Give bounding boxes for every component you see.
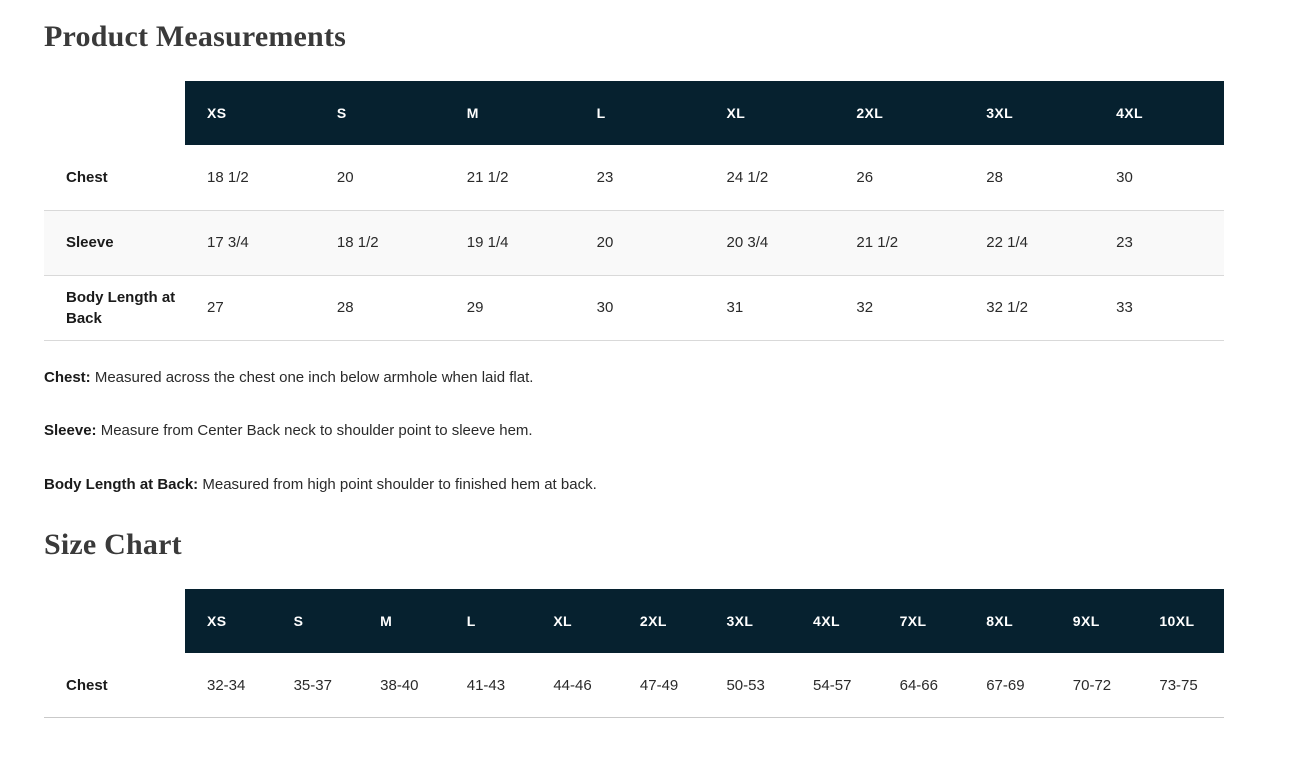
product-measurements-section: Product Measurements XS S M L XL 2XL 3XL… — [44, 20, 1224, 496]
size-column-header: XS — [185, 588, 272, 653]
note-text: Measured across the chest one inch below… — [94, 368, 534, 386]
measurement-cell: 32 1/2 — [964, 275, 1095, 341]
size-header-row: XS S M L XL 2XL 3XL 4XL 7XL 8XL 9XL 10XL — [44, 588, 1224, 653]
measurement-cell: 19 1/4 — [444, 210, 575, 276]
measurement-cell: 38-40 — [358, 652, 445, 719]
table-row-sleeve: Sleeve 17 3/4 18 1/2 19 1/4 20 20 3/4 21… — [44, 210, 1224, 276]
size-column-header: S — [271, 588, 359, 653]
size-column-header: 7XL — [877, 588, 965, 653]
measurement-cell: 20 — [314, 145, 445, 211]
measurement-cell: 64-66 — [877, 652, 965, 719]
size-column-header: 8XL — [964, 588, 1051, 653]
size-column-header: XS — [185, 81, 315, 145]
measurement-cell: 31 — [704, 275, 835, 341]
size-column-header: 4XL — [1094, 81, 1224, 145]
measurement-cell: 26 — [834, 145, 965, 211]
table-row-chest: Chest 32-34 35-37 38-40 41-43 44-46 47-4… — [44, 652, 1224, 719]
size-column-header: 4XL — [791, 588, 878, 653]
size-chart-section: Size Chart XS S M L XL 2XL 3XL 4XL 7XL — [44, 528, 1224, 719]
measurement-note-body-length: Body Length at Back: Measured from high … — [44, 474, 1224, 496]
row-label: Body Length at Back — [44, 275, 185, 341]
note-text: Measured from high point shoulder to fin… — [202, 476, 597, 493]
size-column-header: 2XL — [617, 588, 705, 653]
label-column-header — [44, 81, 185, 145]
size-column-header: M — [444, 81, 575, 145]
measurement-cell: 47-49 — [617, 652, 705, 719]
measurement-cell: 24 1/2 — [704, 145, 835, 211]
size-column-header: S — [314, 81, 445, 145]
measurement-cell: 21 1/2 — [834, 210, 965, 276]
measurement-cell: 44-46 — [531, 652, 618, 719]
row-label: Chest — [44, 652, 185, 719]
measurement-cell: 32-34 — [185, 652, 272, 719]
measurement-cell: 73-75 — [1137, 652, 1224, 719]
size-column-header: 3XL — [704, 588, 792, 653]
size-column-header: XL — [531, 588, 618, 653]
measurement-cell: 18 1/2 — [185, 145, 315, 211]
size-column-header: L — [574, 81, 705, 145]
size-column-header: 2XL — [834, 81, 965, 145]
note-text: Measure from Center Back neck to shoulde… — [100, 422, 533, 440]
measurement-cell: 35-37 — [271, 652, 359, 719]
size-column-header: L — [444, 588, 532, 653]
measurement-cell: 20 — [574, 210, 705, 276]
size-column-header: 10XL — [1137, 588, 1224, 653]
measurement-cell: 28 — [964, 145, 1095, 211]
measurement-cell: 33 — [1094, 275, 1224, 341]
product-measurements-table: XS S M L XL 2XL 3XL 4XL Chest 18 1/2 20 … — [44, 81, 1224, 341]
measurement-cell: 18 1/2 — [314, 210, 445, 276]
measurement-cell: 27 — [185, 275, 315, 341]
measurement-cell: 22 1/4 — [964, 210, 1095, 276]
size-column-header: XL — [704, 81, 835, 145]
measurement-cell: 67-69 — [964, 652, 1051, 719]
label-column-header — [44, 589, 185, 653]
measurement-cell: 70-72 — [1050, 652, 1138, 719]
size-column-header: 9XL — [1050, 588, 1138, 653]
row-label: Chest — [44, 145, 185, 211]
note-term: Sleeve: — [44, 422, 97, 440]
size-chart-table: XS S M L XL 2XL 3XL 4XL 7XL 8XL 9XL 10XL… — [44, 588, 1224, 719]
note-term: Body Length at Back: — [44, 476, 199, 493]
measurement-cell: 23 — [574, 145, 705, 211]
size-chart-title: Size Chart — [44, 527, 182, 561]
row-label: Sleeve — [44, 210, 185, 276]
table-row-chest: Chest 18 1/2 20 21 1/2 23 24 1/2 26 28 3… — [44, 145, 1224, 211]
measurement-cell: 21 1/2 — [444, 145, 575, 211]
measurement-cell: 17 3/4 — [185, 210, 315, 276]
measurement-note-chest: Chest: Measured across the chest one inc… — [44, 367, 1224, 389]
measurement-cell: 28 — [314, 275, 445, 341]
measurement-cell: 29 — [444, 275, 575, 341]
measurement-cell: 30 — [1094, 145, 1224, 211]
note-term: Chest: — [44, 368, 91, 386]
measurement-cell: 54-57 — [791, 652, 878, 719]
measurement-cell: 20 3/4 — [704, 210, 835, 276]
measurement-cell: 23 — [1094, 210, 1224, 276]
measurement-cell: 32 — [834, 275, 965, 341]
product-measurements-title: Product Measurements — [44, 20, 347, 53]
table-row-body-length: Body Length at Back 27 28 29 30 31 32 32… — [44, 275, 1224, 341]
measurement-note-sleeve: Sleeve: Measure from Center Back neck to… — [44, 420, 1224, 442]
size-header-row: XS S M L XL 2XL 3XL 4XL — [44, 81, 1224, 145]
measurement-cell: 50-53 — [704, 652, 792, 719]
size-column-header: M — [358, 588, 445, 653]
measurement-cell: 30 — [574, 275, 705, 341]
size-column-header: 3XL — [964, 81, 1095, 145]
measurement-notes: Chest: Measured across the chest one inc… — [44, 367, 1224, 496]
measurement-cell: 41-43 — [444, 652, 532, 719]
